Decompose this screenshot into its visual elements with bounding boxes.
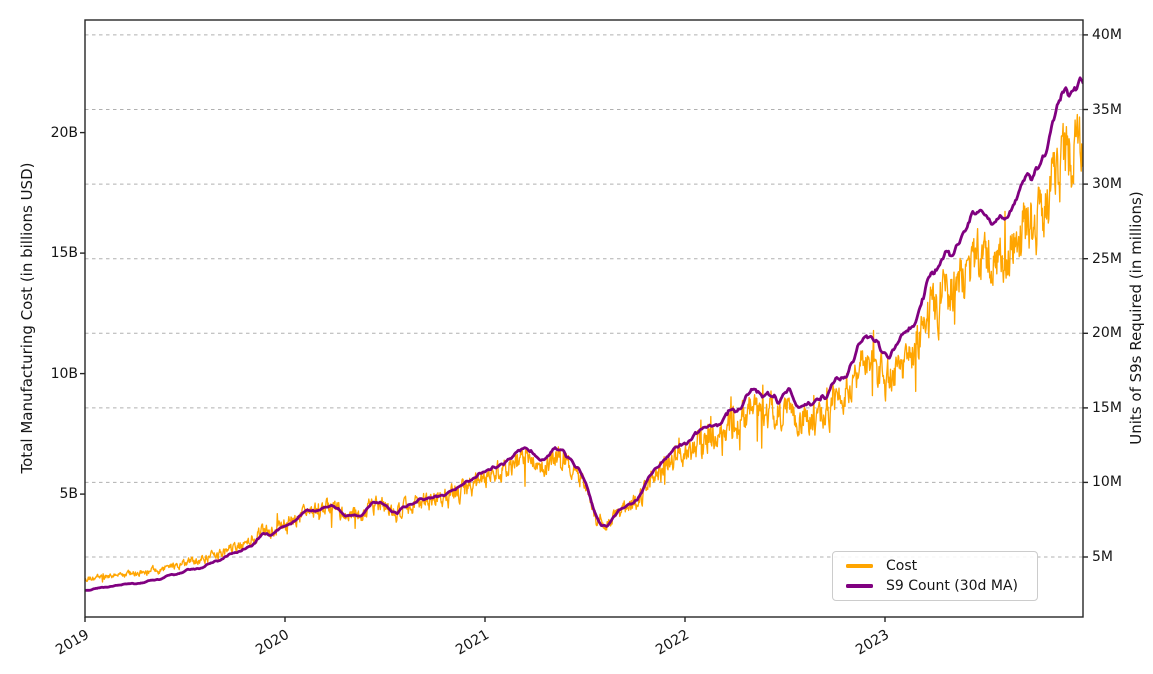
right-y-tick-label: 40M [1092, 26, 1122, 43]
s9-ma-line [85, 76, 1083, 592]
right-y-tick-label: 25M [1092, 250, 1122, 267]
right-y-tick-label: 5M [1092, 549, 1113, 566]
legend-item-s9-count: S9 Count (30d MA) [841, 578, 1029, 594]
series-layer [85, 76, 1083, 592]
right-axis-title: Units of S9s Required (in millions) [1127, 191, 1145, 445]
left-y-tick-label: 5B [59, 486, 78, 503]
plot-border [84, 19, 1084, 618]
right-y-tick-label: 10M [1092, 474, 1122, 491]
right-y-tick-label: 20M [1092, 325, 1122, 342]
legend-label-s9-count: S9 Count (30d MA) [886, 578, 1019, 594]
cost-line [85, 113, 1083, 583]
right-y-tick-label: 15M [1092, 399, 1122, 416]
right-y-tick-label: 35M [1092, 101, 1122, 118]
legend-item-cost: Cost [841, 558, 1029, 574]
legend-label-cost: Cost [886, 558, 918, 574]
left-y-tick-label: 10B [50, 365, 78, 382]
right-y-tick-label: 30M [1092, 176, 1122, 193]
left-y-tick-label: 20B [50, 124, 78, 141]
cost-line-swatch [846, 564, 873, 568]
left-y-tick-label: 15B [50, 245, 78, 262]
left-axis-title: Total Manufacturing Cost (in billions US… [18, 162, 36, 474]
legend: Cost S9 Count (30d MA) [832, 551, 1038, 601]
axis-ticks [80, 34, 1088, 622]
s9-line-swatch [846, 584, 873, 588]
